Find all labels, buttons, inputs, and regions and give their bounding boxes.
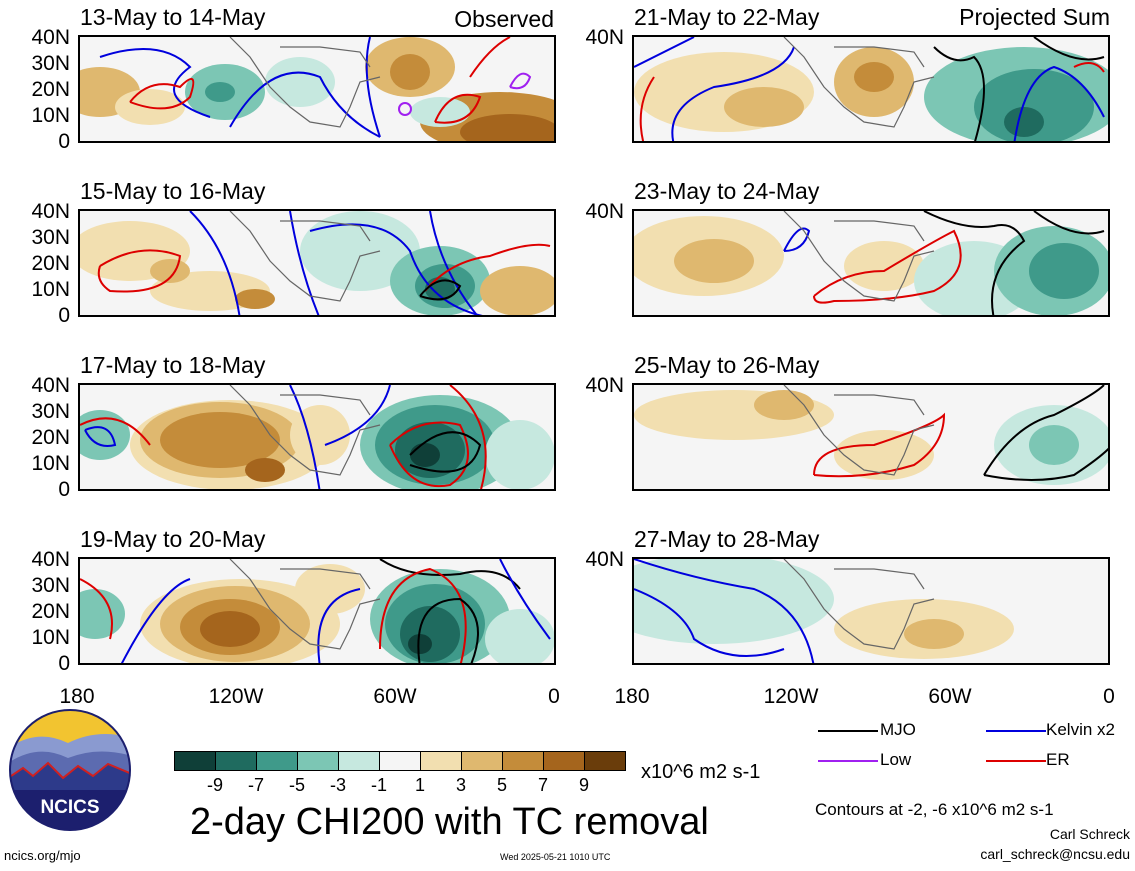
observed-label: Observed	[454, 6, 554, 32]
colorbar-swatch	[174, 751, 216, 771]
map-panel-25-may	[632, 383, 1110, 491]
lat-label-40n-p1: 40N	[31, 26, 70, 49]
panel-title-15-may: 15-May to 16-May	[80, 178, 266, 204]
lat-label-40n-p6: 40N	[585, 200, 624, 223]
colorbar-swatch	[461, 751, 503, 771]
map-panel-23-may	[632, 209, 1110, 317]
lat-label-10n-p2: 10N	[31, 278, 70, 301]
legend-kelvin-line	[986, 730, 1046, 732]
lon-label-180-left: 180	[59, 685, 95, 708]
legend-mjo-line	[818, 730, 878, 732]
svg-text:NCICS: NCICS	[40, 797, 99, 818]
projected-sum-label: Projected Sum	[959, 4, 1110, 30]
colorbar-swatch	[502, 751, 544, 771]
legend-mjo-label: MJO	[880, 720, 916, 739]
legend-low-line	[818, 760, 878, 762]
colorbar-label: -9	[206, 775, 223, 795]
lat-label-40n-p8: 40N	[585, 548, 624, 571]
lat-label-40n-p2: 40N	[31, 200, 70, 223]
footer-site[interactable]: ncics.org/mjo	[4, 848, 81, 863]
colorbar-label: -5	[288, 775, 305, 795]
colorbar-swatch	[543, 751, 585, 771]
colorbar-swatch	[256, 751, 298, 771]
lat-label-40n-p3: 40N	[31, 374, 70, 397]
colorbar-units: x10^6 m2 s-1	[641, 761, 761, 783]
lon-label-0-right: 0	[1103, 685, 1115, 708]
lat-label-20n-p1: 20N	[31, 78, 70, 101]
map-panel-15-may	[78, 209, 556, 317]
lon-label-60w-right: 60W	[928, 685, 972, 708]
colorbar-label: -7	[247, 775, 264, 795]
lon-label-0-left: 0	[548, 685, 560, 708]
lon-label-180-right: 180	[614, 685, 650, 708]
colorbar-label: -3	[329, 775, 346, 795]
map-panel-19-may	[78, 557, 556, 665]
colorbar-label: 5	[496, 775, 507, 795]
lat-label-0-p3: 0	[58, 478, 70, 501]
legend-kelvin-label: Kelvin x2	[1046, 720, 1115, 739]
lat-label-30n-p1: 30N	[31, 52, 70, 75]
map-panel-21-may	[632, 35, 1110, 143]
panel-title-27-may: 27-May to 28-May	[634, 526, 820, 552]
colorbar-label: 7	[537, 775, 548, 795]
ncics-logo: NCICS	[8, 708, 132, 832]
colorbar-swatch	[297, 751, 339, 771]
lon-label-120w-left: 120W	[208, 685, 264, 708]
author-email: carl_schreck@ncsu.edu	[980, 846, 1130, 862]
lat-label-10n-p4: 10N	[31, 626, 70, 649]
map-panel-27-may	[632, 557, 1110, 665]
colorbar-swatch	[338, 751, 380, 771]
lat-label-40n-p4: 40N	[31, 548, 70, 571]
lat-label-40n-p7: 40N	[585, 374, 624, 397]
panel-title-13-may: 13-May to 14-May	[80, 4, 266, 30]
lat-label-20n-p2: 20N	[31, 252, 70, 275]
lat-label-10n-p3: 10N	[31, 452, 70, 475]
panel-title-21-may: 21-May to 22-May	[634, 4, 820, 30]
lat-label-30n-p3: 30N	[31, 400, 70, 423]
lat-label-20n-p4: 20N	[31, 600, 70, 623]
lat-label-0-p1: 0	[58, 130, 70, 153]
panel-title-19-may: 19-May to 20-May	[80, 526, 266, 552]
legend-er-label: ER	[1046, 750, 1070, 769]
lon-label-60w-left: 60W	[373, 685, 417, 708]
colorbar-label: 3	[455, 775, 466, 795]
panel-title-17-may: 17-May to 18-May	[80, 352, 266, 378]
lat-label-30n-p2: 30N	[31, 226, 70, 249]
lat-label-10n-p1: 10N	[31, 104, 70, 127]
map-panel-13-may	[78, 35, 556, 143]
colorbar-swatch	[584, 751, 626, 771]
lon-label-120w-right: 120W	[763, 685, 819, 708]
chart-title: 2-day CHI200 with TC removal	[190, 801, 709, 843]
lat-label-30n-p4: 30N	[31, 574, 70, 597]
lat-label-0-p4: 0	[58, 652, 70, 675]
colorbar-swatch	[215, 751, 257, 771]
colorbar: -9 -7 -5 -3 -1 1 3 5 7 9	[174, 751, 626, 801]
contours-note: Contours at -2, -6 x10^6 m2 s-1	[815, 800, 1054, 819]
colorbar-label: 9	[578, 775, 589, 795]
footer-timestamp: Wed 2025-05-21 1010 UTC	[500, 852, 611, 862]
colorbar-label: 1	[414, 775, 425, 795]
lat-label-20n-p3: 20N	[31, 426, 70, 449]
colorbar-swatch	[379, 751, 421, 771]
lat-label-0-p2: 0	[58, 304, 70, 327]
legend-low-label: Low	[880, 750, 912, 769]
colorbar-swatch	[420, 751, 462, 771]
legend-er-line	[986, 760, 1046, 762]
panel-title-25-may: 25-May to 26-May	[634, 352, 820, 378]
map-panel-17-may	[78, 383, 556, 491]
author-name: Carl Schreck	[1049, 826, 1130, 842]
lat-label-40n-p5: 40N	[585, 26, 624, 49]
colorbar-label: -1	[370, 775, 387, 795]
panel-title-23-may: 23-May to 24-May	[634, 178, 820, 204]
